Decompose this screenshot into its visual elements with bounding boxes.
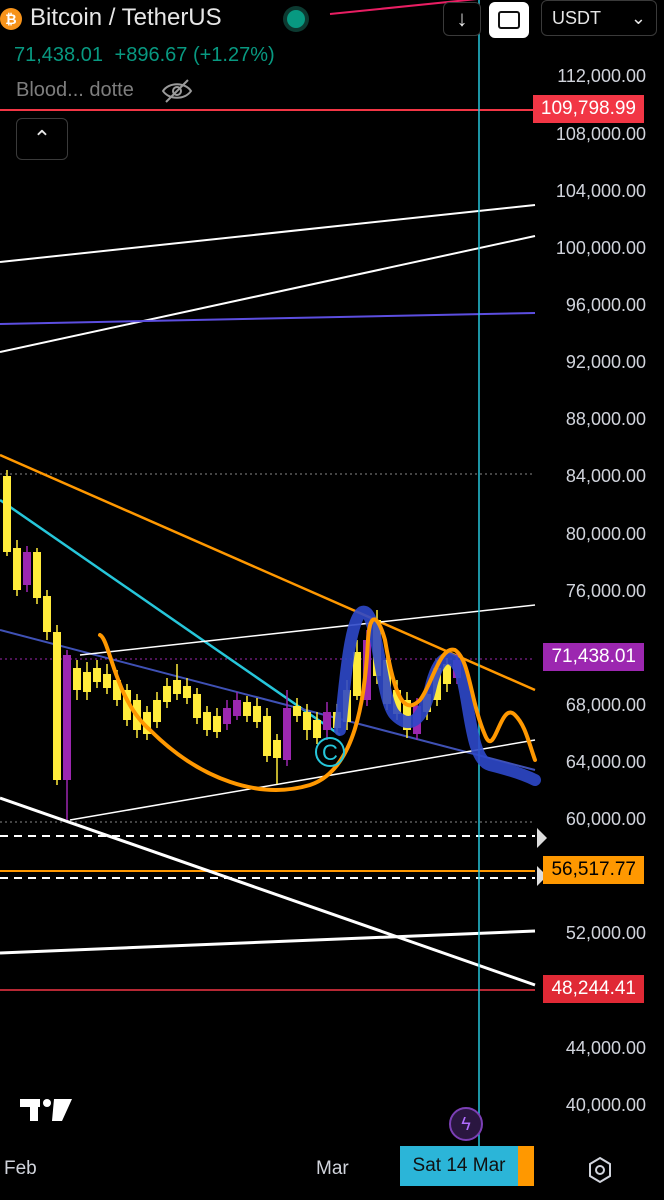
price-axis-label: 76,000.00 [565, 581, 646, 601]
price-axis-label: 108,000.00 [555, 124, 646, 144]
price-tag-orange: 56,517.77 [543, 856, 644, 884]
candle-body [403, 700, 411, 730]
candle-body [93, 668, 101, 682]
market-status-dot [287, 10, 305, 28]
price-axis-label: 64,000.00 [565, 752, 646, 772]
price-axis-label: 44,000.00 [565, 1038, 646, 1058]
chevron-down-icon: ⌄ [630, 7, 646, 28]
cursor-date-tag: Sat 14 Mar [400, 1146, 518, 1186]
candle-body [13, 548, 21, 590]
candle-body [193, 694, 201, 718]
candle-body [73, 668, 81, 690]
candle-body [103, 674, 111, 688]
candle-body [53, 632, 61, 780]
price-axis-label: 84,000.00 [565, 466, 646, 486]
candle-body [263, 716, 271, 756]
time-axis-label: Mar [316, 1158, 349, 1179]
price-axis-label: 92,000.00 [565, 352, 646, 372]
candle-body [123, 690, 131, 720]
candle-body [293, 706, 301, 716]
price-axis-label: 104,000.00 [555, 181, 646, 201]
candle-body [83, 672, 91, 692]
price-tag-lower: 48,244.41 [543, 975, 644, 1003]
indicator-label[interactable]: Blood... dotte [16, 79, 134, 101]
candle-body [33, 552, 41, 598]
wave-label: C [322, 740, 338, 765]
candle-body [173, 680, 181, 694]
candle-body [243, 702, 251, 716]
candle-body [223, 708, 231, 724]
candle-body [323, 712, 331, 730]
candle-body [213, 716, 221, 732]
candle-body [283, 708, 291, 760]
eye-off-icon[interactable] [160, 78, 194, 104]
candle-body [183, 686, 191, 698]
candle-body [203, 712, 211, 730]
candle-body [3, 476, 11, 552]
price-axis-label: 88,000.00 [565, 409, 646, 429]
price-tag-current: 71,438.01 [543, 643, 644, 671]
price-axis-label: 100,000.00 [555, 238, 646, 258]
price-axis-label: 112,000.00 [557, 66, 646, 86]
tradingview-logo [20, 1099, 72, 1121]
price-axis-label: 52,000.00 [565, 923, 646, 943]
fit-screen-icon[interactable] [489, 2, 529, 38]
arrow-down-icon[interactable]: ↓ [443, 2, 481, 36]
price-axis-label: 80,000.00 [565, 524, 646, 544]
last-price: 71,438.01 [14, 44, 103, 66]
currency-value: USDT [552, 7, 601, 28]
gear-icon[interactable] [586, 1156, 614, 1184]
candle-body [273, 740, 281, 758]
candle-body [233, 700, 241, 716]
price-axis-label: 60,000.00 [565, 809, 646, 829]
candle-body [113, 680, 121, 700]
bitcoin-icon: ₿ [0, 8, 22, 30]
time-axis-label: Feb [4, 1158, 37, 1179]
price-line: 71,438.01 +896.67 (+1.27%) [14, 44, 275, 67]
price-change: +896.67 (+1.27%) [114, 44, 275, 66]
candle-body [23, 552, 31, 585]
price-axis-label: 40,000.00 [565, 1095, 646, 1115]
lightning-icon[interactable]: ϟ [449, 1107, 483, 1141]
candle-body [153, 700, 161, 722]
price-axis-label: 68,000.00 [565, 695, 646, 715]
candle-body [163, 686, 171, 702]
candle-body [303, 712, 311, 730]
candle-body [63, 655, 71, 780]
cursor-date-tag-edge [518, 1146, 534, 1186]
price-tag-upper: 109,798.99 [532, 95, 644, 123]
candle-body [43, 596, 51, 632]
chevron-up-icon[interactable]: ⌃ [16, 118, 68, 160]
candle-body [143, 712, 151, 734]
candle-body [353, 652, 361, 696]
symbol-title[interactable]: Bitcoin / TetherUS [30, 4, 222, 31]
price-axis-label: 96,000.00 [565, 295, 646, 315]
candle-body [253, 706, 261, 722]
candle-body [393, 690, 401, 714]
candle-body [313, 720, 321, 738]
candle-body [443, 664, 451, 684]
currency-select[interactable]: USDT ⌄ [541, 0, 657, 36]
